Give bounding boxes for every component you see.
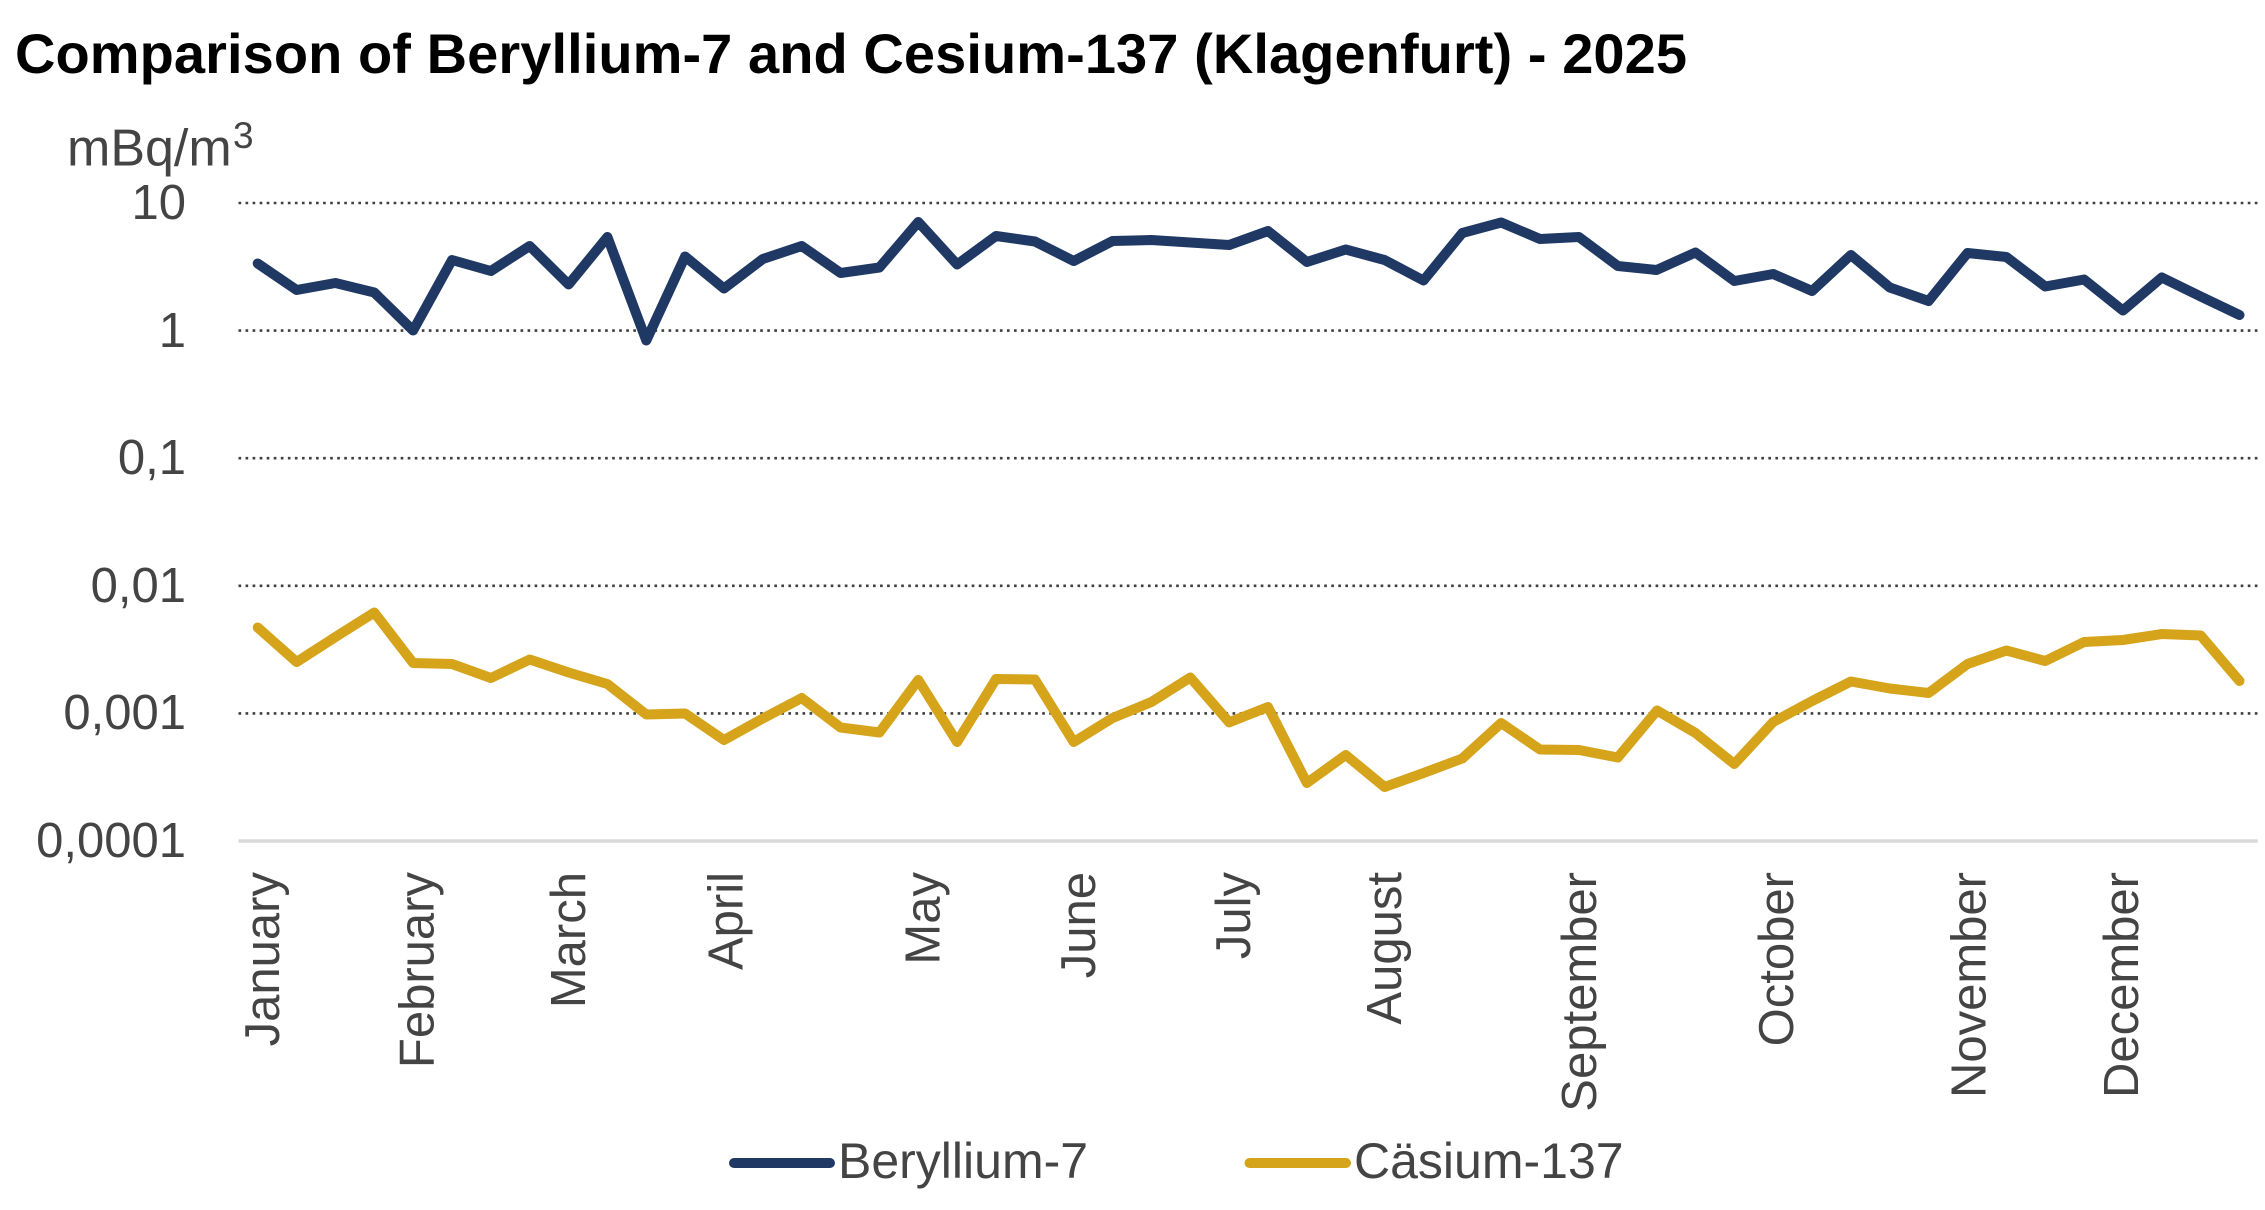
svg-text:mBq/m: mBq/m [67,120,232,178]
svg-text:June: June [1052,872,1106,978]
svg-text:September: September [1553,872,1607,1112]
svg-text:August: August [1358,872,1412,1025]
svg-text:May: May [897,872,951,965]
svg-text:0,1: 0,1 [118,431,186,485]
svg-text:1: 1 [159,304,186,358]
svg-text:January: January [236,872,290,1047]
svg-text:October: October [1750,872,1804,1046]
svg-text:10: 10 [131,176,186,230]
svg-text:0,01: 0,01 [91,559,186,613]
svg-text:0,0001: 0,0001 [36,814,186,868]
svg-text:February: February [390,872,444,1069]
svg-text:0,001: 0,001 [63,686,186,740]
svg-text:July: July [1207,872,1261,960]
svg-text:March: March [542,872,596,1008]
svg-text:December: December [2095,872,2149,1098]
svg-text:Cäsium-137: Cäsium-137 [1354,1133,1624,1189]
svg-text:April: April [700,872,754,970]
svg-text:3: 3 [233,115,254,156]
svg-text:Comparison of Beryllium-7 and: Comparison of Beryllium-7 and Cesium-137… [15,22,1687,85]
svg-text:November: November [1943,872,1997,1098]
svg-text:Beryllium-7: Beryllium-7 [838,1133,1088,1189]
